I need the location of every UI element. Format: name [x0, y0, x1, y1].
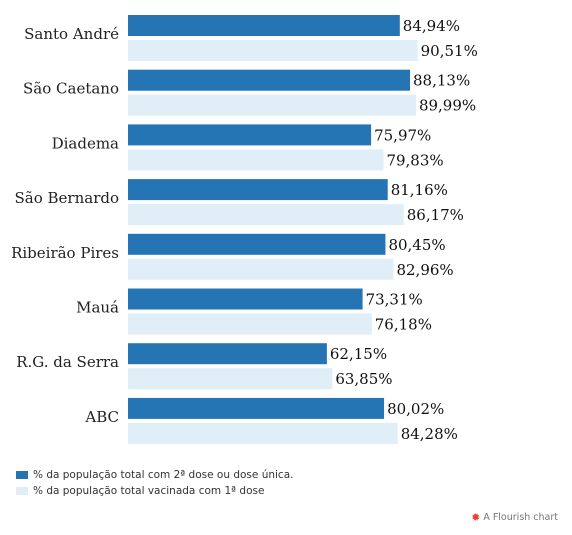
category-label-sao-bernardo: São Bernardo — [15, 189, 120, 207]
data-label-abc-series-2: 84,28% — [401, 425, 458, 443]
category-label-diadema: Diadema — [52, 134, 119, 152]
bar-sao-bernardo-series-1[interactable] — [128, 179, 388, 201]
flourish-credit-link[interactable]: ✹ A Flourish chart — [471, 511, 558, 524]
data-label-sao-caetano-series-2: 89,99% — [419, 97, 476, 115]
bar-chart: Santo André 84,94% 90,51% São Caetano 88,13%… — [11, 15, 478, 444]
bar-ribeirao-pires-series-2[interactable] — [128, 258, 394, 280]
data-label-ribeirao-pires-series-1: 80,45% — [388, 236, 445, 254]
bar-abc-series-2[interactable] — [128, 422, 398, 444]
bar-r-g-da-serra-series-1[interactable] — [128, 343, 327, 365]
legend-swatch-second-dose — [16, 471, 28, 479]
category-label-santo-andre: Santo André — [24, 25, 119, 43]
legend-item-first-dose[interactable]: % da população total vacinada com 1ª dos… — [16, 483, 293, 499]
data-label-sao-bernardo-series-1: 81,16% — [391, 181, 448, 199]
legend-swatch-first-dose — [16, 487, 28, 495]
data-label-abc-series-1: 80,02% — [387, 400, 444, 418]
category-label-ribeirao-pires: Ribeirão Pires — [11, 244, 119, 262]
category-label-maua: Mauá — [76, 299, 119, 317]
legend-item-second-dose[interactable]: % da população total com 2ª dose ou dose… — [16, 467, 293, 483]
bar-diadema-series-2[interactable] — [128, 149, 384, 171]
bar-santo-andre-series-2[interactable] — [128, 40, 418, 61]
data-label-santo-andre-series-1: 84,94% — [403, 17, 460, 35]
data-label-ribeirao-pires-series-2: 82,96% — [396, 261, 453, 279]
category-label-sao-caetano: São Caetano — [23, 80, 119, 98]
bar-diadema-series-1[interactable] — [128, 124, 372, 146]
legend-label-second-dose: % da população total com 2ª dose ou dose… — [33, 469, 294, 481]
bar-maua-series-2[interactable] — [128, 313, 372, 335]
data-label-diadema-series-2: 79,83% — [386, 151, 443, 169]
data-label-maua-series-2: 76,18% — [375, 316, 432, 334]
legend-label-first-dose: % da população total vacinada com 1ª dos… — [33, 485, 265, 497]
data-label-r-g-da-serra-series-1: 62,15% — [330, 345, 387, 363]
bar-sao-caetano-series-2[interactable] — [128, 94, 416, 116]
bar-ribeirao-pires-series-1[interactable] — [128, 233, 386, 255]
bar-abc-series-1[interactable] — [128, 397, 385, 419]
data-label-sao-caetano-series-1: 88,13% — [413, 72, 470, 90]
category-label-abc: ABC — [84, 408, 119, 426]
legend: % da população total com 2ª dose ou dose… — [16, 467, 293, 499]
credit-text: A Flourish chart — [483, 512, 558, 523]
bar-sao-caetano-series-1[interactable] — [128, 69, 411, 91]
category-label-r-g-da-serra: R.G. da Serra — [16, 353, 119, 371]
data-label-maua-series-1: 73,31% — [366, 291, 423, 309]
bar-r-g-da-serra-series-2[interactable] — [128, 368, 333, 390]
bar-santo-andre-series-1[interactable] — [128, 15, 400, 36]
flourish-logo-icon: ✹ — [471, 511, 481, 524]
data-label-sao-bernardo-series-2: 86,17% — [407, 206, 464, 224]
data-label-diadema-series-1: 75,97% — [374, 126, 431, 144]
data-label-r-g-da-serra-series-2: 63,85% — [335, 370, 392, 388]
bar-sao-bernardo-series-2[interactable] — [128, 204, 404, 226]
bar-maua-series-1[interactable] — [128, 288, 363, 310]
data-label-santo-andre-series-2: 90,51% — [421, 42, 478, 60]
